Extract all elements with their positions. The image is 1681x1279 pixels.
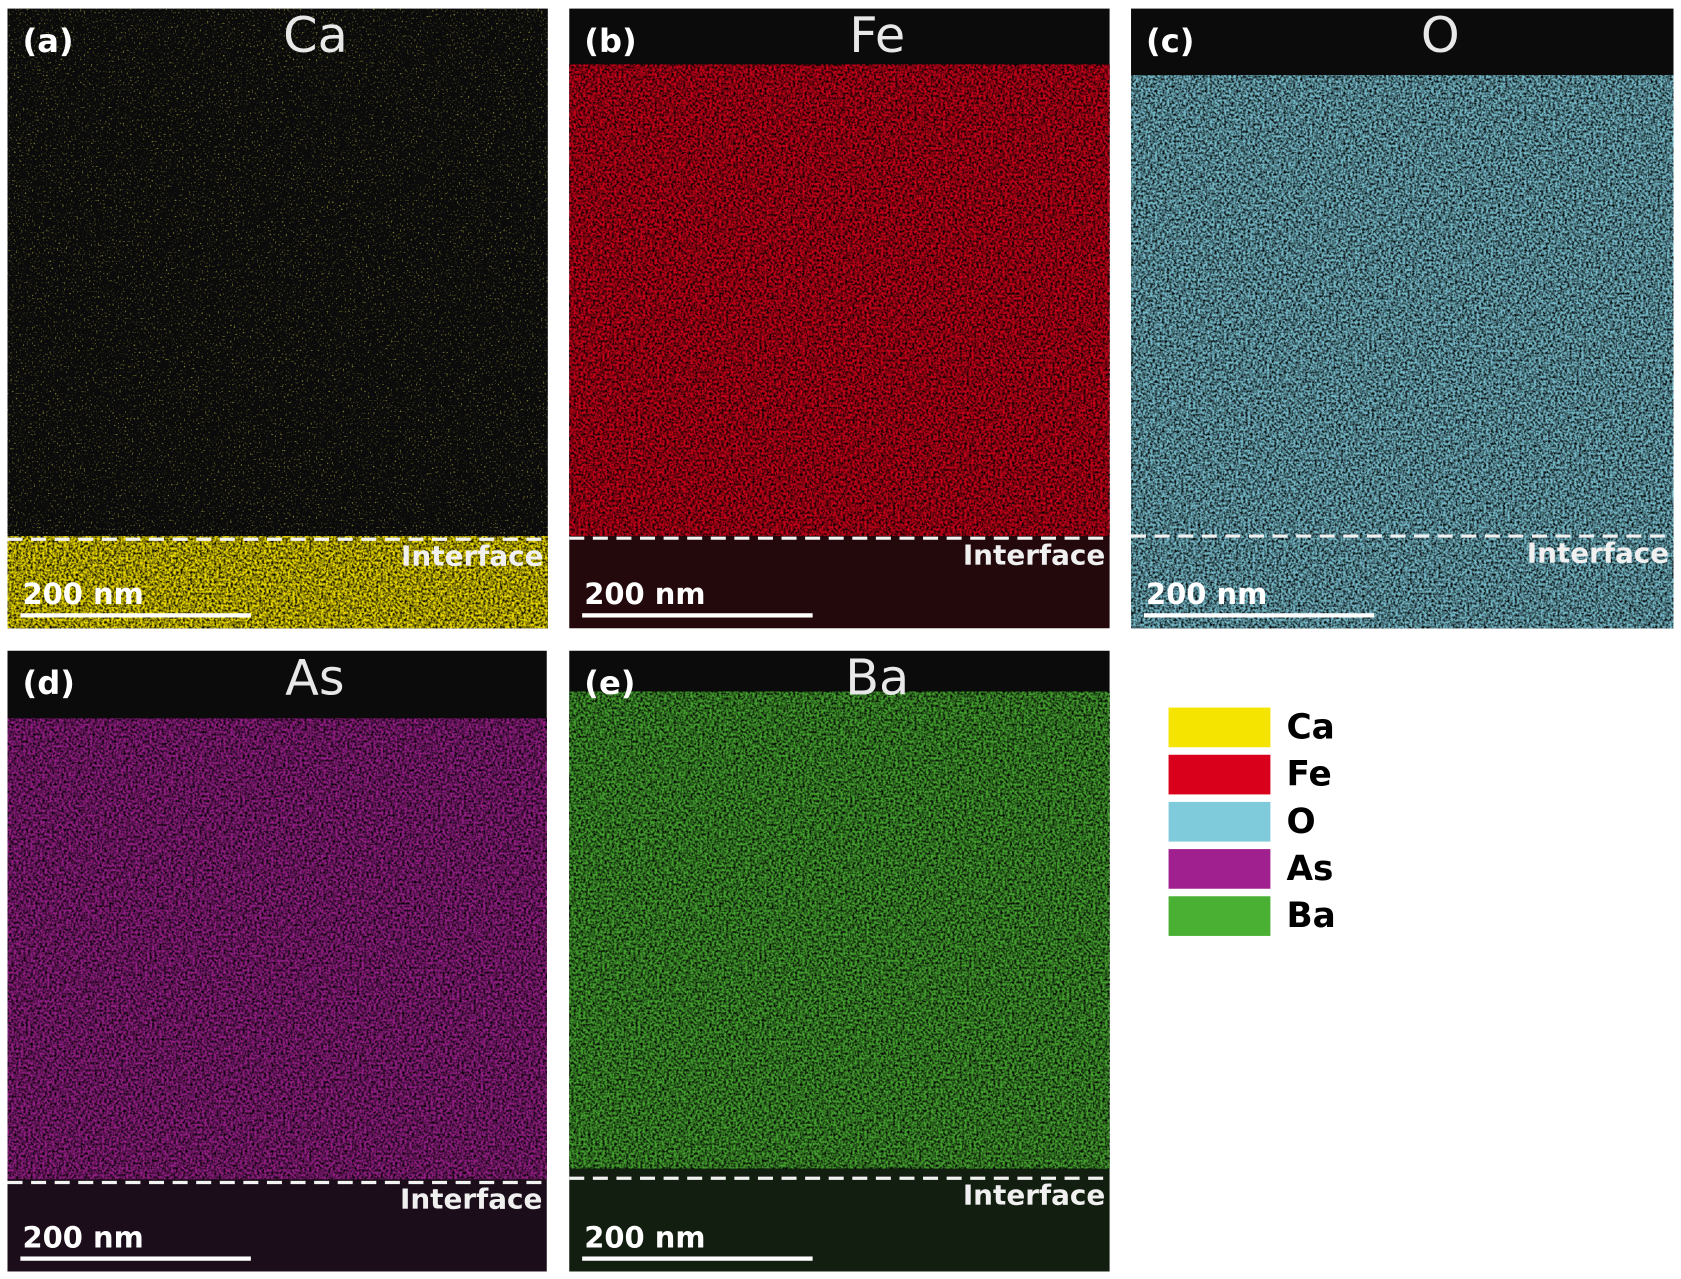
legend-label: O (1286, 802, 1315, 842)
legend-swatch (1168, 707, 1271, 748)
legend-label: As (1286, 849, 1333, 889)
panel-letter: (e) (584, 664, 635, 702)
substrate (569, 536, 1110, 629)
interface-label: Interface (963, 538, 1105, 571)
scale-bar (20, 613, 251, 618)
scale-label: 200 nm (1146, 577, 1267, 611)
legend-swatch (1168, 801, 1271, 842)
interface-label: Interface (963, 1178, 1105, 1211)
element-title: Fe (849, 6, 905, 64)
map-panel: Interface 200 nm (e) Ba (569, 648, 1110, 1272)
map-panel: Interface 200 nm (d) As (7, 648, 547, 1272)
scale-label: 200 nm (23, 1220, 144, 1254)
legend-label: Ca (1286, 708, 1334, 748)
substrate (569, 1168, 1110, 1272)
scale-bar (20, 1256, 251, 1261)
signal-noise (7, 718, 547, 1180)
substrate (7, 1179, 547, 1272)
legend-swatch (1168, 896, 1271, 936)
legend-label: Fe (1286, 755, 1331, 795)
scale-bar (582, 1256, 813, 1261)
element-title: Ba (845, 648, 909, 706)
signal-noise (569, 691, 1110, 1169)
element-title: As (285, 648, 344, 706)
interface-label: Interface (400, 1183, 542, 1216)
panel-letter: (d) (23, 664, 75, 702)
map-panel: Interface 200 nm (b) Fe (569, 6, 1110, 629)
panel-letter: (b) (584, 22, 636, 60)
scale-label: 200 nm (584, 1220, 705, 1254)
scale-label: 200 nm (23, 577, 144, 611)
legend-swatch (1168, 754, 1271, 795)
legend-swatch (1168, 849, 1271, 889)
signal-noise (569, 64, 1110, 537)
map-panel: Interface 200 nm (a) Ca (7, 6, 548, 629)
scale-bar (1143, 613, 1375, 618)
interface-label: Interface (401, 539, 543, 572)
panel-letter: (c) (1146, 22, 1194, 60)
map-panel: Interface 200 nm (c) O (1131, 6, 1674, 629)
sparse-signal (7, 8, 548, 537)
interface-label: Interface (1527, 536, 1669, 569)
panel-letter: (a) (23, 22, 74, 60)
scale-label: 200 nm (584, 577, 705, 611)
legend-label: Ba (1286, 896, 1335, 936)
signal-noise (7, 536, 548, 629)
element-title: Ca (283, 6, 348, 64)
scale-bar (582, 613, 813, 618)
element-title: O (1421, 6, 1460, 64)
